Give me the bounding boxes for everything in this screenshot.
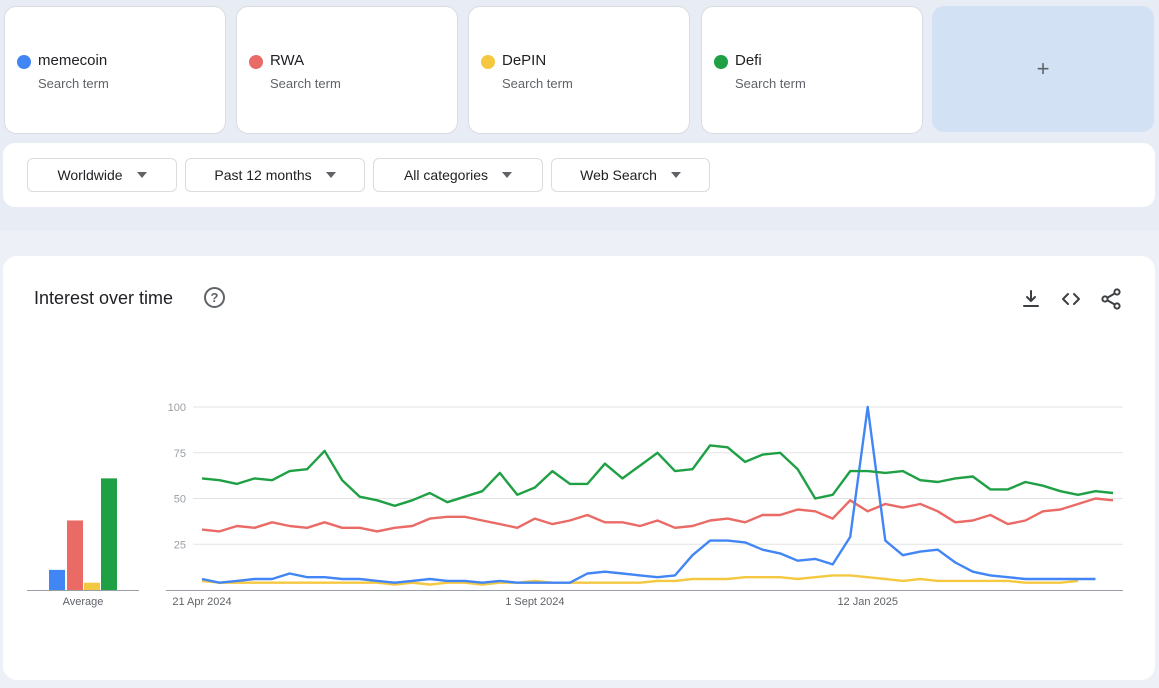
- share-icon[interactable]: [1099, 287, 1123, 311]
- add-comparison-button[interactable]: +: [932, 6, 1154, 132]
- search-type-dropdown[interactable]: Web Search: [551, 158, 710, 192]
- caret-down-icon: [502, 172, 513, 178]
- interest-over-time-panel: Interest over time ?: [3, 256, 1155, 680]
- term-name[interactable]: memecoin: [38, 52, 108, 69]
- caret-down-icon: [325, 172, 336, 178]
- code-icon[interactable]: [1059, 287, 1083, 311]
- term-card-defi[interactable]: Defi Search term: [701, 6, 923, 134]
- download-icon[interactable]: [1019, 287, 1043, 311]
- plus-icon: +: [1036, 56, 1050, 81]
- term-color-dot: [481, 55, 495, 69]
- term-color-dot: [714, 55, 728, 69]
- category-dropdown[interactable]: All categories: [373, 158, 543, 192]
- term-name[interactable]: RWA: [270, 52, 305, 69]
- term-color-dot: [17, 55, 31, 69]
- term-subtitle: Search term: [502, 76, 573, 91]
- term-color-dot: [249, 55, 263, 69]
- time-range-label: Past 12 months: [214, 167, 312, 183]
- term-subtitle: Search term: [270, 76, 341, 91]
- region-label: Worldwide: [57, 167, 123, 183]
- caret-down-icon: [670, 172, 681, 178]
- caret-down-icon: [136, 172, 147, 178]
- term-subtitle: Search term: [735, 76, 806, 91]
- time-range-dropdown[interactable]: Past 12 months: [185, 158, 365, 192]
- panel-title: Interest over time: [34, 288, 174, 308]
- term-name[interactable]: Defi: [735, 52, 762, 69]
- term-subtitle: Search term: [38, 76, 109, 91]
- term-card-rwa[interactable]: RWA Search term: [236, 6, 458, 134]
- question-circle-icon[interactable]: ?: [204, 287, 225, 308]
- region-dropdown[interactable]: Worldwide: [27, 158, 177, 192]
- term-card-memecoin[interactable]: memecoin Search term: [4, 6, 226, 134]
- search-type-label: Web Search: [580, 167, 657, 183]
- category-label: All categories: [403, 167, 489, 183]
- term-card-depin[interactable]: DePIN Search term: [468, 6, 690, 134]
- term-name[interactable]: DePIN: [502, 52, 547, 69]
- filter-bar: Worldwide Past 12 months All categories …: [3, 143, 1155, 207]
